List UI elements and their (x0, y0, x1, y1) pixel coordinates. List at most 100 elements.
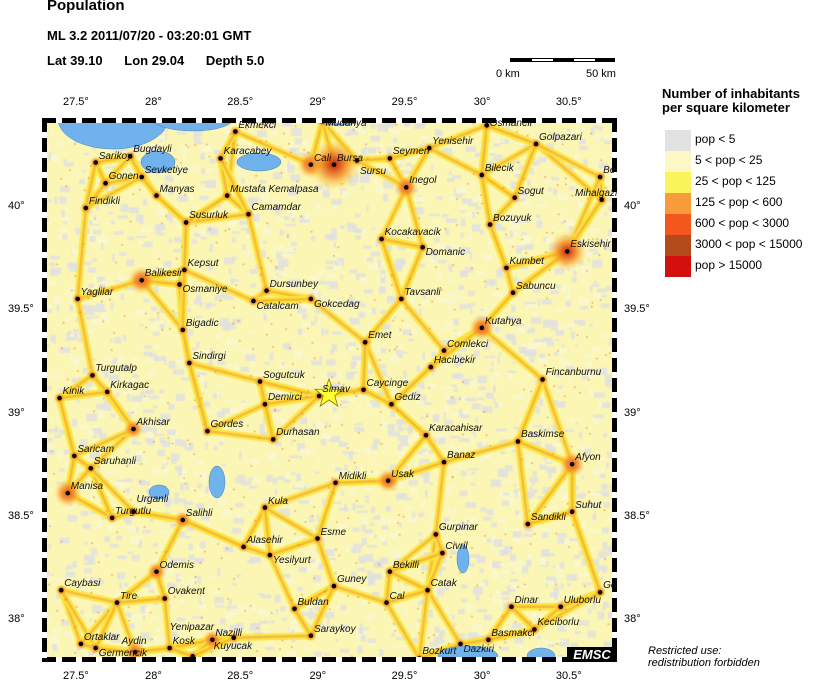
city-marker (558, 604, 563, 610)
city-marker (251, 298, 256, 304)
city-marker (533, 141, 539, 147)
city-marker (292, 606, 297, 612)
city-marker (139, 278, 145, 283)
lake (208, 465, 226, 499)
city-label: Emet (368, 330, 392, 342)
graticule-label: 28° (145, 670, 162, 682)
city-label: Sindirgi (192, 350, 226, 362)
legend-label: pop < 5 (695, 132, 736, 146)
legend-title-line2: per square kilometer (662, 100, 790, 115)
city-label: Sogutcuk (263, 369, 305, 381)
city-label: Caybasi (64, 578, 101, 590)
graticule-label: 29.5° (391, 670, 418, 682)
city-label: Osmaneli (489, 118, 532, 129)
city-marker (75, 296, 80, 302)
graticule-label: 39° (624, 406, 641, 419)
city-marker (525, 521, 531, 527)
city-label: Domanic (425, 247, 466, 259)
city-label: Kumbet (509, 255, 544, 267)
city-marker (270, 437, 276, 442)
city-marker (231, 635, 237, 641)
city-marker (180, 327, 186, 333)
city-label: Balikesir (144, 268, 183, 280)
lake (140, 150, 176, 174)
legend-swatch (665, 193, 691, 214)
city-label: Camamdar (251, 202, 301, 214)
emsc-logo: EMSC (567, 647, 617, 662)
city-label: Manyas (159, 183, 195, 195)
city-label: Mudanya (325, 118, 367, 129)
city-label: Yenisehir (432, 136, 474, 148)
city-marker (264, 288, 269, 293)
graticule-label: 39.5° (624, 303, 650, 316)
city-label: Durhasan (276, 427, 320, 439)
city-marker (487, 222, 493, 227)
city-marker (569, 461, 575, 467)
city-marker (187, 360, 192, 366)
city-marker (246, 211, 251, 217)
city-label: Sandikli (530, 512, 566, 524)
city-label: Seymen (392, 146, 430, 158)
city-label: Cal (389, 590, 405, 602)
city-label: Hacibekir (433, 355, 476, 367)
city-marker (441, 348, 447, 353)
graticule-label: 38.5° (624, 509, 650, 522)
graticule-label: 28.5° (227, 670, 254, 682)
graticule-label: 29° (309, 96, 327, 108)
city-marker (241, 544, 246, 550)
legend-label: 5 < pop < 25 (695, 153, 763, 167)
city-label: Inegol (409, 175, 437, 187)
graticule-label: 27.5° (63, 96, 89, 108)
city-label: Afyon (575, 452, 601, 464)
city-marker (569, 509, 575, 515)
city-marker (83, 205, 89, 211)
city-label: Gordes (210, 419, 244, 431)
graticule-label: 30.5° (555, 96, 582, 108)
city-label: Germencik (98, 648, 148, 660)
city-marker (440, 550, 445, 556)
city-marker (515, 439, 521, 444)
city-label: Comlekci (447, 338, 489, 350)
city-label: Karacahisar (428, 423, 483, 435)
city-label: Bigadic (185, 317, 219, 329)
city-marker (425, 587, 430, 593)
graticule-label: 30° (473, 670, 491, 682)
city-marker (177, 282, 182, 287)
city-label: Civril (445, 541, 468, 553)
city-label: Basmakci (491, 627, 535, 639)
city-marker (486, 637, 491, 643)
city-marker (139, 174, 145, 180)
city-marker (354, 158, 360, 163)
city-label: Osmaniye (182, 284, 228, 296)
city-label: Manisa (70, 481, 104, 493)
event-lat: Lat 39.10 (47, 53, 103, 68)
city-marker (403, 185, 409, 190)
city-label: Simav (322, 384, 350, 395)
city-label: Baskimse (520, 429, 565, 441)
frame-tick-bar (42, 118, 617, 123)
city-marker (420, 244, 425, 250)
city-label: Sogut (517, 185, 544, 197)
legend-title: Number of inhabitants per square kilomet… (662, 87, 800, 115)
city-label: Sabuncu (516, 280, 556, 292)
graticule-label: 30° (473, 96, 491, 108)
city-marker (387, 156, 393, 161)
city-marker (316, 393, 322, 399)
city-marker (510, 290, 516, 296)
usage-notice-line1: Restricted use: (648, 645, 722, 657)
usage-notice: Restricted use: redistribution forbidden (648, 645, 760, 669)
city-marker (109, 515, 115, 521)
city-label: Gediz (394, 392, 421, 404)
city-marker (104, 389, 110, 395)
population-map[interactable] (42, 118, 617, 662)
city-marker (458, 641, 463, 647)
event-info: ML 3.2 2011/07/20 - 03:20:01 GMT (47, 28, 252, 43)
graticule-label: 40° (8, 200, 25, 212)
scale-start-label: 0 km (496, 68, 520, 80)
city-marker (540, 377, 545, 382)
city-marker (433, 532, 439, 537)
city-label: Keciborlu (537, 617, 580, 629)
city-label: Dursunbey (269, 278, 318, 290)
city-label: Kuyucak (213, 640, 253, 652)
city-marker (331, 583, 337, 589)
